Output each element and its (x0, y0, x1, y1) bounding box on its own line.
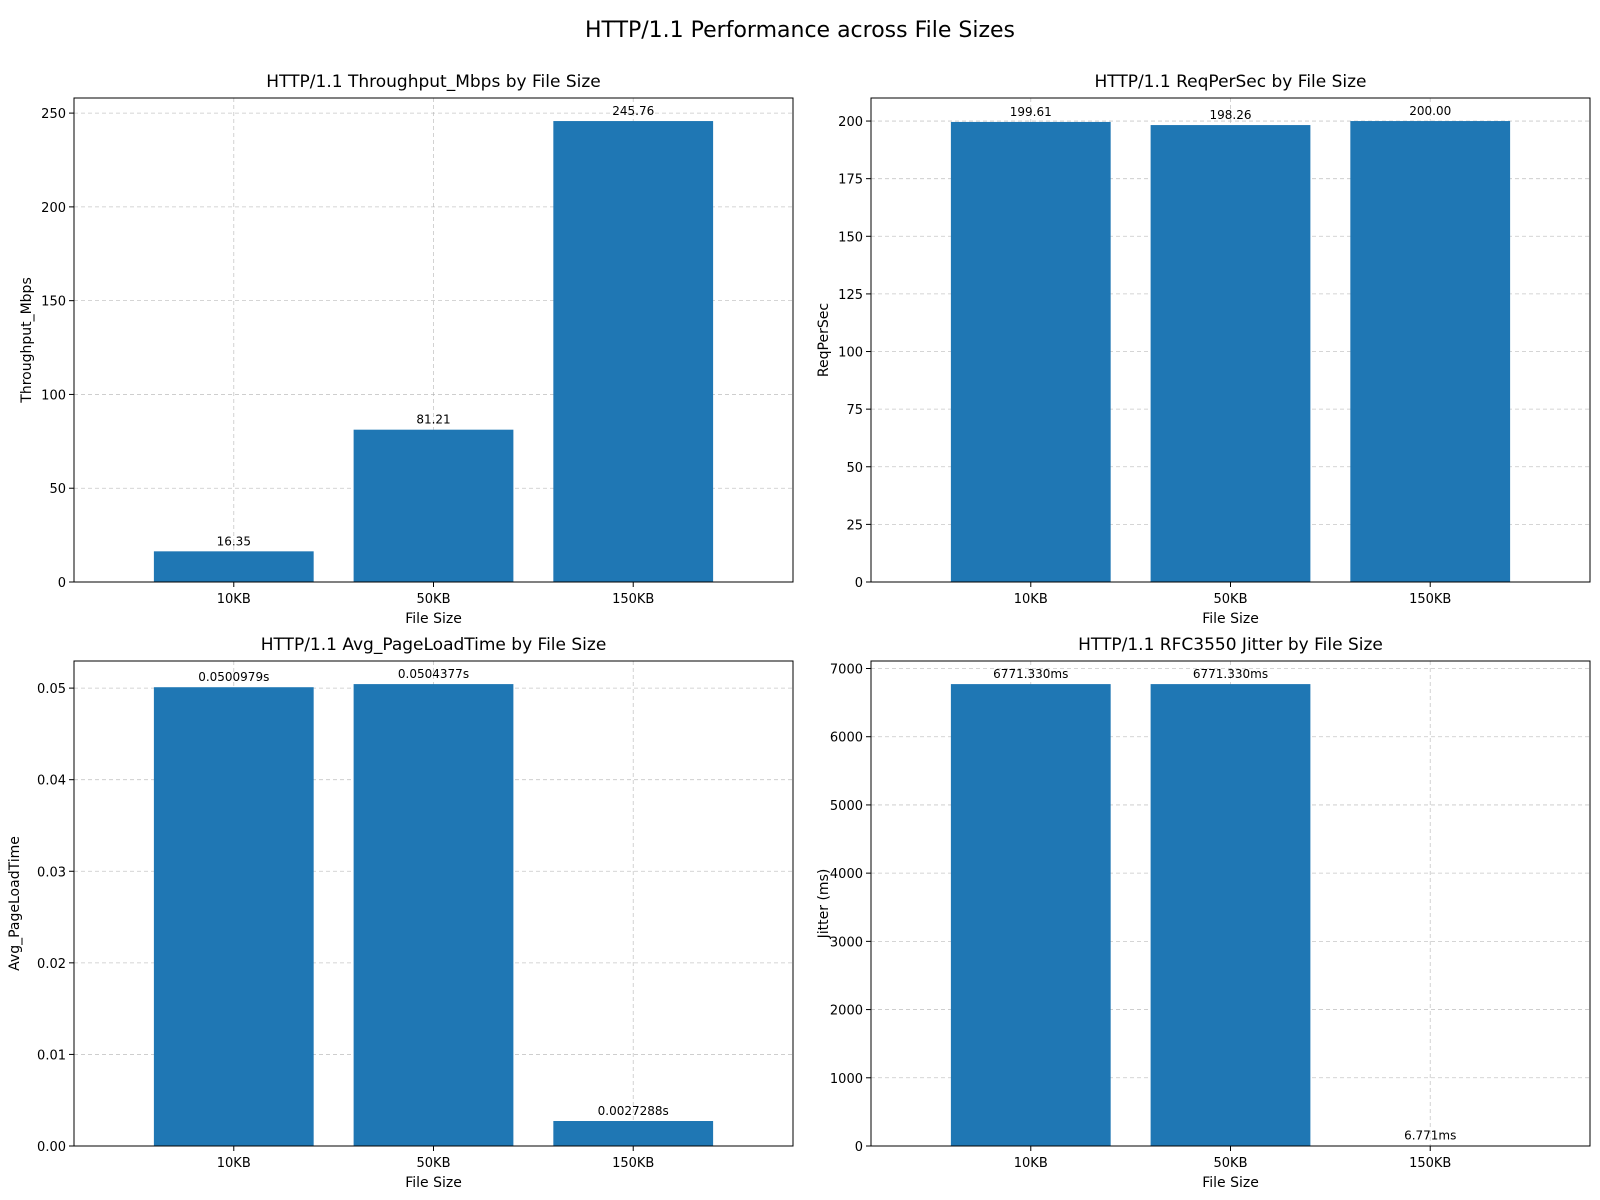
throughput-xtick-label: 150KB (612, 592, 654, 607)
throughput-ytick-label: 50 (49, 482, 66, 497)
throughput-ytick-label: 250 (41, 107, 66, 122)
reqpersec-bar-value-label: 198.26 (1210, 108, 1252, 122)
chart-panel-jitter: 6771.330ms 6771.330ms 6.771ms 0 1000 2000 3000… (816, 635, 1591, 1191)
reqpersec-ytick-label: 150 (838, 230, 863, 245)
figure-title: HTTP/1.1 Performance across File Sizes (584, 18, 1016, 43)
jitter-bar (1150, 684, 1311, 1146)
pageloadtime-bar-value-label: 0.0504377s (398, 667, 469, 681)
jitter-ytick-label: 0 (855, 1140, 863, 1155)
jitter-yaxis-label: Jitter (ms) (816, 869, 832, 940)
jitter-bar-value-label: 6771.330ms (993, 667, 1068, 681)
throughput-bar (153, 551, 314, 582)
chart-panel-reqpersec: 199.61 198.26 200.00 0 25 50 75 100 125 150 175 200… (816, 72, 1591, 627)
reqpersec-chart-title: HTTP/1.1 ReqPerSec by File Size (1094, 72, 1366, 92)
pageloadtime-ytick-label: 0.03 (37, 865, 66, 880)
pageloadtime-bar (353, 684, 514, 1146)
jitter-ytick-label: 5000 (830, 799, 863, 814)
reqpersec-bar (1150, 125, 1311, 582)
throughput-bar-value-label: 245.76 (612, 104, 654, 118)
jitter-ytick-label: 4000 (830, 867, 863, 882)
throughput-xaxis-label: File Size (405, 611, 462, 627)
pageloadtime-chart-title: HTTP/1.1 Avg_PageLoadTime by File Size (261, 635, 607, 655)
pageloadtime-ytick-label: 0.01 (37, 1048, 66, 1063)
jitter-xaxis-label: File Size (1202, 1175, 1259, 1191)
reqpersec-ytick-label: 175 (838, 173, 863, 188)
reqpersec-xtick-label: 10KB (1014, 592, 1048, 607)
reqpersec-xaxis-label: File Size (1202, 611, 1259, 627)
jitter-ytick-label: 7000 (830, 663, 863, 678)
reqpersec-ytick-label: 125 (838, 288, 863, 303)
throughput-xtick-label: 10KB (217, 592, 251, 607)
throughput-ytick-label: 100 (41, 388, 66, 403)
throughput-bar-value-label: 81.21 (416, 413, 450, 427)
reqpersec-ytick-label: 100 (838, 346, 863, 361)
reqpersec-ytick-label: 50 (846, 461, 863, 476)
jitter-xtick-label: 150KB (1409, 1156, 1451, 1171)
throughput-bar (353, 429, 514, 582)
reqpersec-yaxis-label: ReqPerSec (816, 303, 832, 377)
reqpersec-ytick-label: 0 (855, 576, 863, 591)
pageloadtime-bar (153, 687, 314, 1146)
chart-panel-throughput: 16.35 81.21 245.76 0 50 100 150 200 250 10KB 50KB 1… (19, 72, 794, 627)
jitter-bar-value-label: 6.771ms (1404, 1129, 1456, 1143)
throughput-xtick-label: 50KB (417, 592, 451, 607)
throughput-yaxis-label: Throughput_Mbps (19, 277, 35, 403)
pageloadtime-xaxis-label: File Size (405, 1175, 462, 1191)
throughput-ytick-label: 200 (41, 201, 66, 216)
reqpersec-xtick-label: 50KB (1214, 592, 1248, 607)
reqpersec-bar (1350, 121, 1511, 583)
jitter-xtick-label: 50KB (1214, 1156, 1248, 1171)
pageloadtime-ytick-label: 0.04 (37, 774, 66, 789)
reqpersec-bar-value-label: 200.00 (1409, 104, 1451, 118)
jitter-bar-value-label: 6771.330ms (1193, 667, 1268, 681)
throughput-bar-value-label: 16.35 (217, 534, 251, 548)
jitter-xtick-label: 10KB (1014, 1156, 1048, 1171)
jitter-bar (950, 684, 1111, 1146)
reqpersec-ytick-label: 25 (846, 518, 863, 533)
reqpersec-bar-value-label: 199.61 (1010, 105, 1052, 119)
pageloadtime-bar (553, 1121, 714, 1146)
pageloadtime-xtick-label: 50KB (417, 1156, 451, 1171)
pageloadtime-yaxis-label: Avg_PageLoadTime (7, 836, 23, 971)
reqpersec-bar (950, 121, 1111, 583)
throughput-bar (553, 121, 714, 582)
pageloadtime-bar-value-label: 0.0500979s (198, 670, 269, 684)
reqpersec-xtick-label: 150KB (1409, 592, 1451, 607)
throughput-chart-title: HTTP/1.1 Throughput_Mbps by File Size (266, 72, 600, 92)
throughput-ytick-label: 0 (58, 576, 66, 591)
pageloadtime-xtick-label: 10KB (217, 1156, 251, 1171)
pageloadtime-ytick-label: 0.05 (37, 682, 66, 697)
reqpersec-ytick-label: 75 (846, 403, 863, 418)
pageloadtime-ytick-label: 0.02 (37, 957, 66, 972)
jitter-ytick-label: 3000 (830, 935, 863, 950)
jitter-chart-title: HTTP/1.1 RFC3550 Jitter by File Size (1078, 635, 1383, 655)
throughput-ytick-label: 150 (41, 295, 66, 310)
chart-panel-pageloadtime: 0.0500979s 0.0504377s 0.0027288s 0.00 0.01 0.… (7, 635, 794, 1191)
reqpersec-ytick-label: 200 (838, 115, 863, 130)
pageloadtime-xtick-label: 150KB (612, 1156, 654, 1171)
jitter-ytick-label: 2000 (830, 1004, 863, 1019)
pageloadtime-ytick-label: 0.00 (37, 1140, 66, 1155)
jitter-ytick-label: 1000 (830, 1072, 863, 1087)
pageloadtime-bar-value-label: 0.0027288s (598, 1104, 669, 1118)
jitter-ytick-label: 6000 (830, 731, 863, 746)
